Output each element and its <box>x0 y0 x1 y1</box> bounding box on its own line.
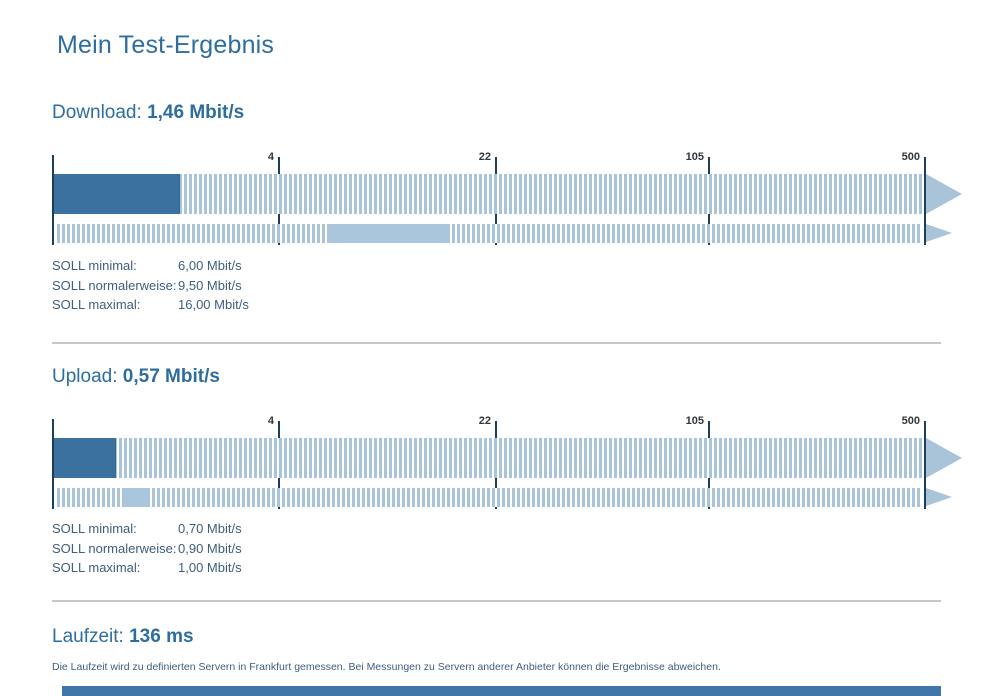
upload-scale-arrow-icon <box>926 438 962 478</box>
download-tick-label-4: 4 <box>267 151 274 163</box>
upload-tick-start <box>52 419 54 509</box>
download-tick-start <box>52 155 54 245</box>
soll-normalerweise-label: SOLL normalerweise: <box>52 277 177 293</box>
soll-minimal-label: SOLL minimal: <box>52 521 137 536</box>
download-heading-label: Download: <box>52 102 148 123</box>
page-title: Mein Test-Ergebnis <box>57 30 275 59</box>
upload-measured-fill <box>54 438 116 478</box>
download-tick-500 <box>924 157 926 245</box>
download-heading-value: 1,46 Mbit/s <box>147 102 245 123</box>
download-measured-bar <box>54 174 922 214</box>
download-soll-range-segment <box>327 224 450 243</box>
download-tick-label-22: 22 <box>478 151 491 163</box>
laufzeit-footnote: Die Laufzeit wird zu definierten Servern… <box>52 661 721 673</box>
upload-tick-label-500: 500 <box>901 415 920 427</box>
download-soll-arrow-icon <box>926 224 952 242</box>
upload-tick-label-105: 105 <box>685 415 704 427</box>
table-row: SOLL normalerweise: 0,90 Mbit/s <box>52 539 242 559</box>
laufzeit-heading: Laufzeit: 136 ms <box>52 626 194 648</box>
upload-heading: Upload: 0,57 Mbit/s <box>52 366 220 388</box>
table-row: SOLL maximal: 1,00 Mbit/s <box>52 558 242 578</box>
download-gauge: 4 22 105 500 <box>52 150 963 249</box>
soll-maximal-label: SOLL maximal: <box>52 560 141 575</box>
laufzeit-heading-label: Laufzeit: <box>52 626 130 647</box>
upload-measured-bar <box>54 438 922 478</box>
upload-soll-arrow-icon <box>926 488 952 506</box>
upload-soll-table: SOLL minimal: 0,70 Mbit/s SOLL normalerw… <box>52 519 242 578</box>
soll-maximal-value: 16,00 Mbit/s <box>178 297 249 312</box>
soll-normalerweise-value: 9,50 Mbit/s <box>178 277 242 293</box>
laufzeit-heading-value: 136 ms <box>129 626 194 647</box>
section-divider <box>52 342 941 344</box>
soll-maximal-value: 1,00 Mbit/s <box>178 560 242 575</box>
footer-band <box>62 686 941 696</box>
download-soll-bar <box>57 224 922 243</box>
upload-gauge: 4 22 105 500 <box>52 414 963 513</box>
download-scale-arrow-icon <box>926 174 962 214</box>
soll-normalerweise-label: SOLL normalerweise: <box>52 540 177 556</box>
table-row: SOLL maximal: 16,00 Mbit/s <box>52 295 249 315</box>
soll-minimal-label: SOLL minimal: <box>52 258 137 273</box>
upload-tick-label-22: 22 <box>478 415 491 427</box>
download-soll-table: SOLL minimal: 6,00 Mbit/s SOLL normalerw… <box>52 256 249 315</box>
upload-tick-label-4: 4 <box>267 415 274 427</box>
soll-maximal-label: SOLL maximal: <box>52 297 141 312</box>
download-tick-label-105: 105 <box>685 151 704 163</box>
table-row: SOLL minimal: 6,00 Mbit/s <box>52 256 249 276</box>
soll-minimal-value: 6,00 Mbit/s <box>178 258 242 273</box>
upload-heading-label: Upload: <box>52 366 123 387</box>
download-tick-label-500: 500 <box>901 151 920 163</box>
table-row: SOLL normalerweise: 9,50 Mbit/s <box>52 276 249 296</box>
upload-soll-range-segment <box>124 488 150 507</box>
section-divider <box>52 600 941 602</box>
soll-normalerweise-value: 0,90 Mbit/s <box>178 540 242 556</box>
upload-soll-bar <box>57 488 922 507</box>
download-heading: Download: 1,46 Mbit/s <box>52 102 244 124</box>
upload-heading-value: 0,57 Mbit/s <box>122 366 220 387</box>
upload-tick-500 <box>924 421 926 509</box>
download-measured-fill <box>54 174 180 214</box>
soll-minimal-value: 0,70 Mbit/s <box>178 521 242 536</box>
table-row: SOLL minimal: 0,70 Mbit/s <box>52 519 242 539</box>
